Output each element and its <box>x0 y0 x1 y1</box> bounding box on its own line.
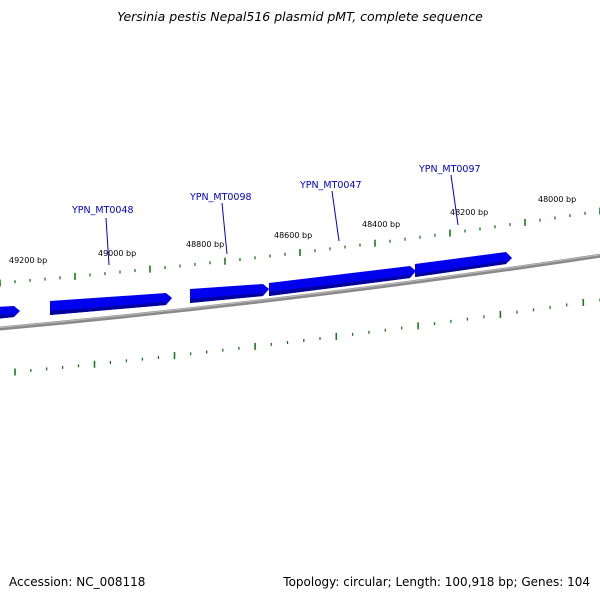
tick-label: 48600 bp <box>274 231 312 240</box>
gene-features <box>0 252 512 319</box>
inner-tick-ring <box>14 298 600 376</box>
gene-arrow-shadow <box>0 314 14 319</box>
tick-label: 49200 bp <box>9 256 47 265</box>
tick-label: 48400 bp <box>362 220 400 229</box>
tick-label: 48000 bp <box>538 195 576 204</box>
backbone-arc <box>0 253 600 331</box>
map-title: Yersinia pestis Nepal516 plasmid pMT, co… <box>117 9 483 24</box>
backbone-arc-highlight <box>0 254 600 329</box>
gene-label-leader <box>221 202 228 255</box>
outer-tick-ring <box>0 207 600 287</box>
gene-label[interactable]: YPN_MT0097 <box>418 164 481 175</box>
gene-labels: YPN_MT0048 YPN_MT0098 YPN_MT0047 YPN_MT0… <box>71 164 481 266</box>
gene-label-leader <box>105 217 110 266</box>
gene-arrow-shadow <box>50 302 166 315</box>
gene-label-leader <box>331 190 340 242</box>
tick-labels: 49200 bp 49000 bp 48800 bp 48600 bp 4840… <box>9 195 576 265</box>
gene-label[interactable]: YPN_MT0047 <box>299 180 362 191</box>
gene-arrow-shadow <box>269 275 410 296</box>
tick-label: 48200 bp <box>450 208 488 217</box>
tick-label: 49000 bp <box>98 249 136 258</box>
gene-label[interactable]: YPN_MT0048 <box>71 205 134 216</box>
topology-text: Topology: circular; Length: 100,918 bp; … <box>283 575 590 589</box>
tick-label: 48800 bp <box>186 240 224 249</box>
gene-label-leader <box>450 174 459 226</box>
accession-text: Accession: NC_008118 <box>9 575 146 589</box>
gene-arrow-shadow <box>415 261 506 277</box>
gene-label[interactable]: YPN_MT0098 <box>189 192 252 203</box>
gene-arrow-shadow <box>190 293 263 303</box>
